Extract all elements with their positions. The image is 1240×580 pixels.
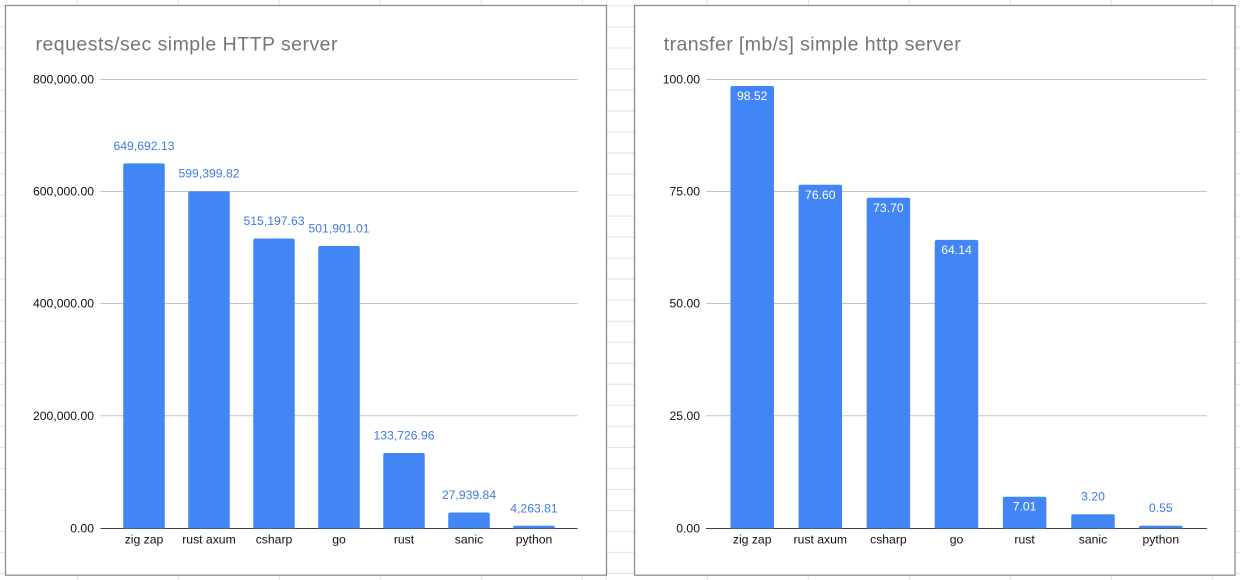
svg-text:400,000.00: 400,000.00 (33, 297, 94, 311)
svg-text:515,197.63: 515,197.63 (244, 214, 305, 228)
svg-text:50.00: 50.00 (670, 297, 701, 311)
svg-text:zig zap: zig zap (125, 533, 164, 547)
svg-text:0.55: 0.55 (1149, 501, 1173, 515)
svg-text:4,263.81: 4,263.81 (510, 501, 558, 515)
svg-text:requests/sec simple HTTP serve: requests/sec simple HTTP server (36, 34, 339, 56)
svg-text:501,901.01: 501,901.01 (309, 222, 370, 236)
svg-text:64.14: 64.14 (941, 243, 972, 257)
svg-text:go: go (332, 533, 346, 547)
svg-text:27,939.84: 27,939.84 (442, 488, 496, 502)
svg-text:76.60: 76.60 (805, 188, 836, 202)
svg-text:3.20: 3.20 (1081, 490, 1105, 504)
svg-text:600,000.00: 600,000.00 (33, 185, 94, 199)
svg-text:go: go (950, 533, 964, 547)
svg-text:sanic: sanic (455, 533, 483, 547)
svg-text:zig zap: zig zap (733, 533, 772, 547)
svg-text:transfer [mb/s] simple http se: transfer [mb/s] simple http server (664, 34, 962, 56)
svg-text:800,000.00: 800,000.00 (33, 73, 94, 87)
svg-text:csharp: csharp (870, 533, 907, 547)
svg-text:200,000.00: 200,000.00 (33, 409, 94, 423)
svg-text:rust: rust (394, 533, 415, 547)
svg-text:73.70: 73.70 (873, 201, 904, 215)
svg-text:649,692.13: 649,692.13 (114, 139, 175, 153)
svg-text:python: python (1143, 533, 1180, 547)
svg-text:7.01: 7.01 (1013, 500, 1037, 514)
svg-text:599,399.82: 599,399.82 (179, 167, 240, 181)
svg-text:0.00: 0.00 (676, 522, 700, 536)
svg-text:rust: rust (1014, 533, 1035, 547)
svg-text:133,726.96: 133,726.96 (374, 429, 435, 443)
svg-text:98.52: 98.52 (737, 89, 768, 103)
svg-text:0.00: 0.00 (70, 522, 94, 536)
svg-text:sanic: sanic (1079, 533, 1107, 547)
svg-text:rust axum: rust axum (794, 533, 848, 547)
svg-text:25.00: 25.00 (670, 409, 701, 423)
svg-text:75.00: 75.00 (670, 185, 701, 199)
svg-text:csharp: csharp (256, 533, 293, 547)
svg-text:100.00: 100.00 (663, 73, 700, 87)
svg-text:python: python (516, 533, 553, 547)
svg-text:rust axum: rust axum (182, 533, 236, 547)
